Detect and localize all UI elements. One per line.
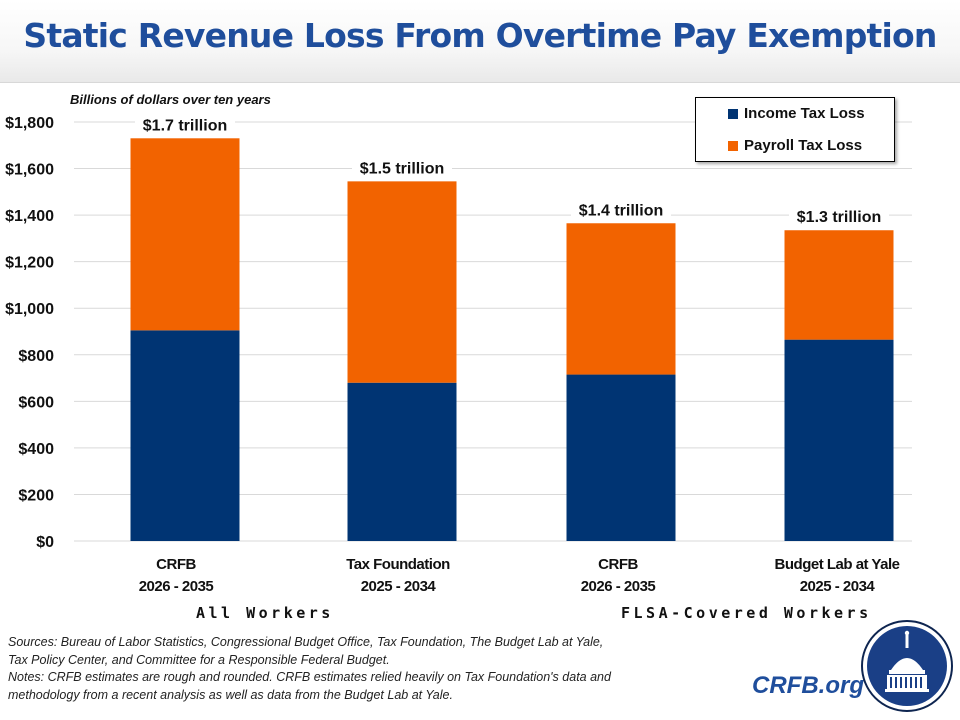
category-years: 2025 - 2034 [360, 578, 436, 595]
bar-income-tax-loss [784, 339, 894, 541]
y-tick-label: $1,200 [5, 255, 54, 272]
total-label-background [789, 204, 889, 227]
bar-total-label: $1.7 trillion [143, 117, 227, 134]
total-label-background [571, 197, 671, 220]
legend-swatch-income [728, 108, 738, 119]
total-label-background [135, 112, 235, 135]
y-tick-label: $1,800 [5, 115, 54, 132]
notes-line: Notes: CRFB estimates are rough and roun… [8, 670, 611, 684]
bar-payroll-tax-loss [784, 230, 894, 340]
category-years: 2026 - 2035 [138, 578, 214, 595]
bar-total-label: $1.4 trillion [579, 202, 663, 219]
category-source: CRFB [598, 556, 638, 573]
category-label: Tax Foundation 2025 - 2034 [298, 554, 498, 598]
bar-total-label: $1.5 trillion [360, 160, 444, 177]
notes-line: methodology from a recent analysis as we… [8, 687, 453, 702]
y-tick-label: $200 [18, 487, 54, 504]
category-label: Budget Lab at Yale 2025 - 2034 [737, 554, 937, 598]
category-label: CRFB 2026 - 2035 [76, 554, 276, 598]
bar-total-label: $1.3 trillion [797, 209, 881, 226]
category-years: 2025 - 2034 [799, 578, 875, 595]
bar-income-tax-loss [566, 374, 676, 541]
group-label-all-workers: All Workers [196, 604, 334, 622]
legend-label-income: Income Tax Loss [744, 105, 865, 122]
y-tick-label: $400 [18, 441, 54, 458]
y-axis-units-label: Billions of dollars over ten years [70, 92, 271, 107]
group-label-flsa-workers: FLSA-Covered Workers [621, 604, 872, 622]
footnotes: Sources: Bureau of Labor Statistics, Con… [8, 634, 728, 704]
category-label: CRFB 2026 - 2035 [518, 554, 718, 598]
y-tick-label: $1,600 [5, 162, 54, 179]
legend-item-income: Income Tax Loss [728, 105, 865, 122]
legend-swatch-payroll [728, 140, 738, 151]
header-band: Static Revenue Loss From Overtime Pay Ex… [0, 0, 960, 83]
legend-item-payroll: Payroll Tax Loss [728, 137, 862, 154]
capitol-dome-logo-icon [861, 620, 953, 712]
total-label-background [352, 155, 452, 178]
category-source: Tax Foundation [346, 556, 450, 573]
y-tick-label: $800 [18, 348, 54, 365]
legend: Income Tax Loss Payroll Tax Loss [695, 97, 895, 162]
bar-payroll-tax-loss [347, 181, 457, 383]
sources-line: Tax Policy Center, and Committee for a R… [8, 652, 390, 667]
category-source: CRFB [156, 556, 196, 573]
bar-income-tax-loss [130, 330, 240, 541]
y-tick-label: $600 [18, 394, 54, 411]
sources-line: Sources: Bureau of Labor Statistics, Con… [8, 635, 604, 649]
bar-income-tax-loss [347, 382, 457, 541]
y-tick-label: $1,000 [5, 301, 54, 318]
chart-title: Static Revenue Loss From Overtime Pay Ex… [23, 16, 937, 55]
category-years: 2026 - 2035 [580, 578, 656, 595]
legend-label-payroll: Payroll Tax Loss [744, 137, 863, 154]
bar-payroll-tax-loss [130, 138, 240, 331]
y-tick-label: $1,400 [5, 208, 54, 225]
brand-link[interactable]: CRFB.org [752, 672, 864, 699]
y-tick-label: $0 [36, 534, 54, 551]
category-source: Budget Lab at Yale [774, 556, 900, 573]
bar-payroll-tax-loss [566, 223, 676, 375]
